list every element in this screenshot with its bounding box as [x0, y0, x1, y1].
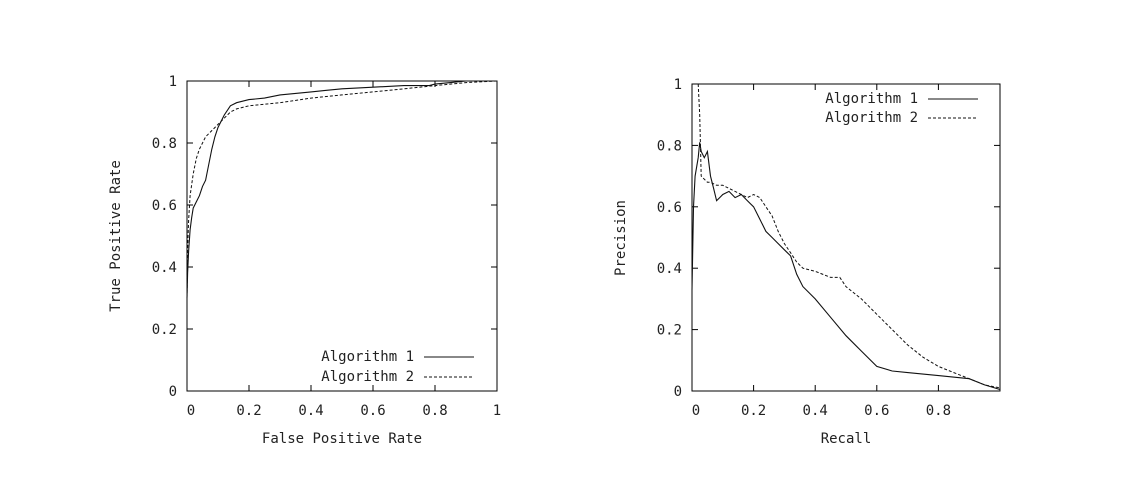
- roc-plot-frame: [186, 80, 498, 392]
- roc-series: [186, 80, 498, 299]
- roc-x-tick-label: 0.8: [422, 403, 447, 419]
- pr-y-tick-label: 0.2: [657, 323, 682, 339]
- pr-x-tick-label: 0.6: [864, 403, 889, 419]
- pr-y-axis-label: Precision: [613, 200, 629, 276]
- pr-ticks: 0 0.2 0.4 0.6 0.8 0 0.2 0.4 0.6 0.8 1: [657, 77, 1000, 419]
- pr-series-line-2: [697, 83, 1001, 389]
- precision-recall-chart: 0 0.2 0.4 0.6 0.8 0 0.2 0.4 0.6 0.8 1 Recall Preci…: [613, 77, 1001, 447]
- roc-series-line-2: [186, 80, 498, 299]
- pr-y-tick-label: 0.6: [657, 200, 682, 216]
- pr-x-tick-label: 0.4: [803, 403, 828, 419]
- pr-series-line-1: [691, 142, 1001, 391]
- roc-legend-label-2: Algorithm 2: [321, 369, 414, 385]
- roc-x-tick-label: 0.2: [236, 403, 261, 419]
- roc-series-line-1: [186, 80, 497, 299]
- pr-x-tick-label: 0: [692, 403, 700, 419]
- roc-x-tick-label: 0: [187, 403, 195, 419]
- pr-series: [691, 83, 1001, 391]
- pr-legend-label-1: Algorithm 1: [825, 91, 918, 107]
- roc-y-tick-label: 0: [169, 384, 177, 400]
- roc-ticks: 0 0.2 0.4 0.6 0.8 1 0 0.2 0.4 0.6 0.8 1: [152, 74, 502, 419]
- roc-y-tick-label: 0.6: [152, 198, 177, 214]
- roc-x-tick-label: 0.6: [360, 403, 385, 419]
- pr-x-tick-label: 0.8: [926, 403, 951, 419]
- pr-y-tick-label: 0.8: [657, 138, 682, 154]
- pr-legend-label-2: Algorithm 2: [825, 110, 918, 126]
- roc-y-tick-label: 0.8: [152, 136, 177, 152]
- roc-x-tick-label: 0.4: [298, 403, 323, 419]
- roc-y-tick-label: 1: [169, 74, 177, 90]
- pr-x-axis-label: Recall: [821, 431, 872, 447]
- roc-y-tick-label: 0.2: [152, 322, 177, 338]
- pr-y-tick-label: 0.4: [657, 261, 682, 277]
- pr-x-tick-label: 0.2: [741, 403, 766, 419]
- pr-legend: Algorithm 1 Algorithm 2: [825, 91, 978, 126]
- pr-y-tick-label: 1: [674, 77, 682, 93]
- pr-plot-frame: [691, 83, 1001, 392]
- roc-legend: Algorithm 1 Algorithm 2: [321, 349, 474, 385]
- roc-chart: 0 0.2 0.4 0.6 0.8 1 0 0.2 0.4 0.6 0.8 1 False Posit…: [108, 74, 501, 447]
- roc-y-tick-label: 0.4: [152, 260, 177, 276]
- roc-x-axis-label: False Positive Rate: [262, 431, 422, 447]
- pr-y-tick-label: 0: [674, 384, 682, 400]
- roc-legend-label-1: Algorithm 1: [321, 349, 414, 365]
- roc-y-axis-label: True Positive Rate: [108, 160, 124, 312]
- roc-x-tick-label: 1: [493, 403, 501, 419]
